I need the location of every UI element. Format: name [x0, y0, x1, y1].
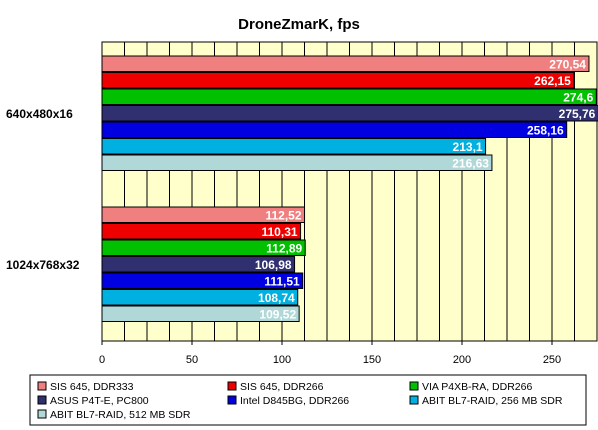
bar [101, 239, 306, 256]
data-label: 275,76 [559, 107, 596, 121]
bar [101, 206, 306, 223]
bar [101, 138, 487, 155]
x-tick-label: 250 [543, 354, 561, 366]
data-label: 111,51 [264, 275, 300, 289]
legend-swatch [37, 409, 47, 419]
bar [101, 154, 493, 171]
legend-swatch [227, 395, 237, 405]
legend-label: Intel D845BG, DDR266 [240, 395, 349, 407]
bar [101, 55, 590, 72]
bar [101, 256, 296, 273]
legend-swatch [409, 395, 419, 405]
data-label: 216,63 [452, 157, 489, 171]
legend-label: SIS 645, DDR266 [240, 381, 324, 393]
data-label: 213,1 [453, 140, 483, 154]
legend-label: ABIT BL7-RAID, 512 MB SDR [50, 409, 191, 421]
bar [101, 72, 575, 89]
data-label: 110,31 [262, 225, 298, 239]
data-label: 258,16 [527, 124, 564, 138]
bar [101, 305, 300, 322]
bar [101, 105, 598, 122]
legend-box [29, 374, 587, 426]
legend-swatch [409, 381, 419, 391]
legend-swatch [37, 381, 47, 391]
x-tick-label: 0 [99, 354, 105, 366]
data-label: 108,74 [258, 291, 295, 305]
category-label: 640x480x16 [6, 107, 73, 121]
data-label: 109,52 [259, 308, 296, 322]
legend-label: VIA P4XB-RA, DDR266 [422, 381, 532, 393]
x-tick-label: 150 [363, 354, 381, 366]
x-tick-label: 200 [453, 354, 471, 366]
x-axis: 0 50 100 150 200 250 [99, 341, 561, 366]
legend-label: ASUS P4T-E, PC800 [50, 395, 149, 407]
x-tick-label: 100 [273, 354, 291, 366]
legend-swatch [227, 381, 237, 391]
legend-swatch [37, 395, 47, 405]
y-axis: 640x480x16 1024x768x32 [6, 107, 80, 272]
data-label: 112,52 [265, 209, 301, 223]
data-label: 262,15 [534, 74, 571, 88]
data-label: 274,6 [563, 91, 593, 105]
legend-label: SIS 645, DDR333 [50, 381, 134, 393]
bar [101, 223, 302, 240]
bar [101, 121, 568, 138]
bars: 270,54 262,15 274,6 275,76 258,16 213,1 216,63… [101, 55, 598, 322]
legend-label: ABIT BL7-RAID, 256 MB SDR [422, 395, 563, 407]
bar [101, 272, 304, 289]
data-label: 112,89 [266, 242, 302, 256]
data-label: 270,54 [549, 58, 586, 72]
x-tick-label: 50 [186, 354, 198, 366]
chart-title: DroneZmarK, fps [238, 16, 360, 33]
data-label: 106,98 [255, 258, 292, 272]
bar [101, 88, 597, 105]
category-label: 1024x768x32 [6, 258, 80, 272]
legend: SIS 645, DDR333 SIS 645, DDR266 VIA P4XB-R… [29, 374, 587, 426]
bar [101, 289, 299, 306]
